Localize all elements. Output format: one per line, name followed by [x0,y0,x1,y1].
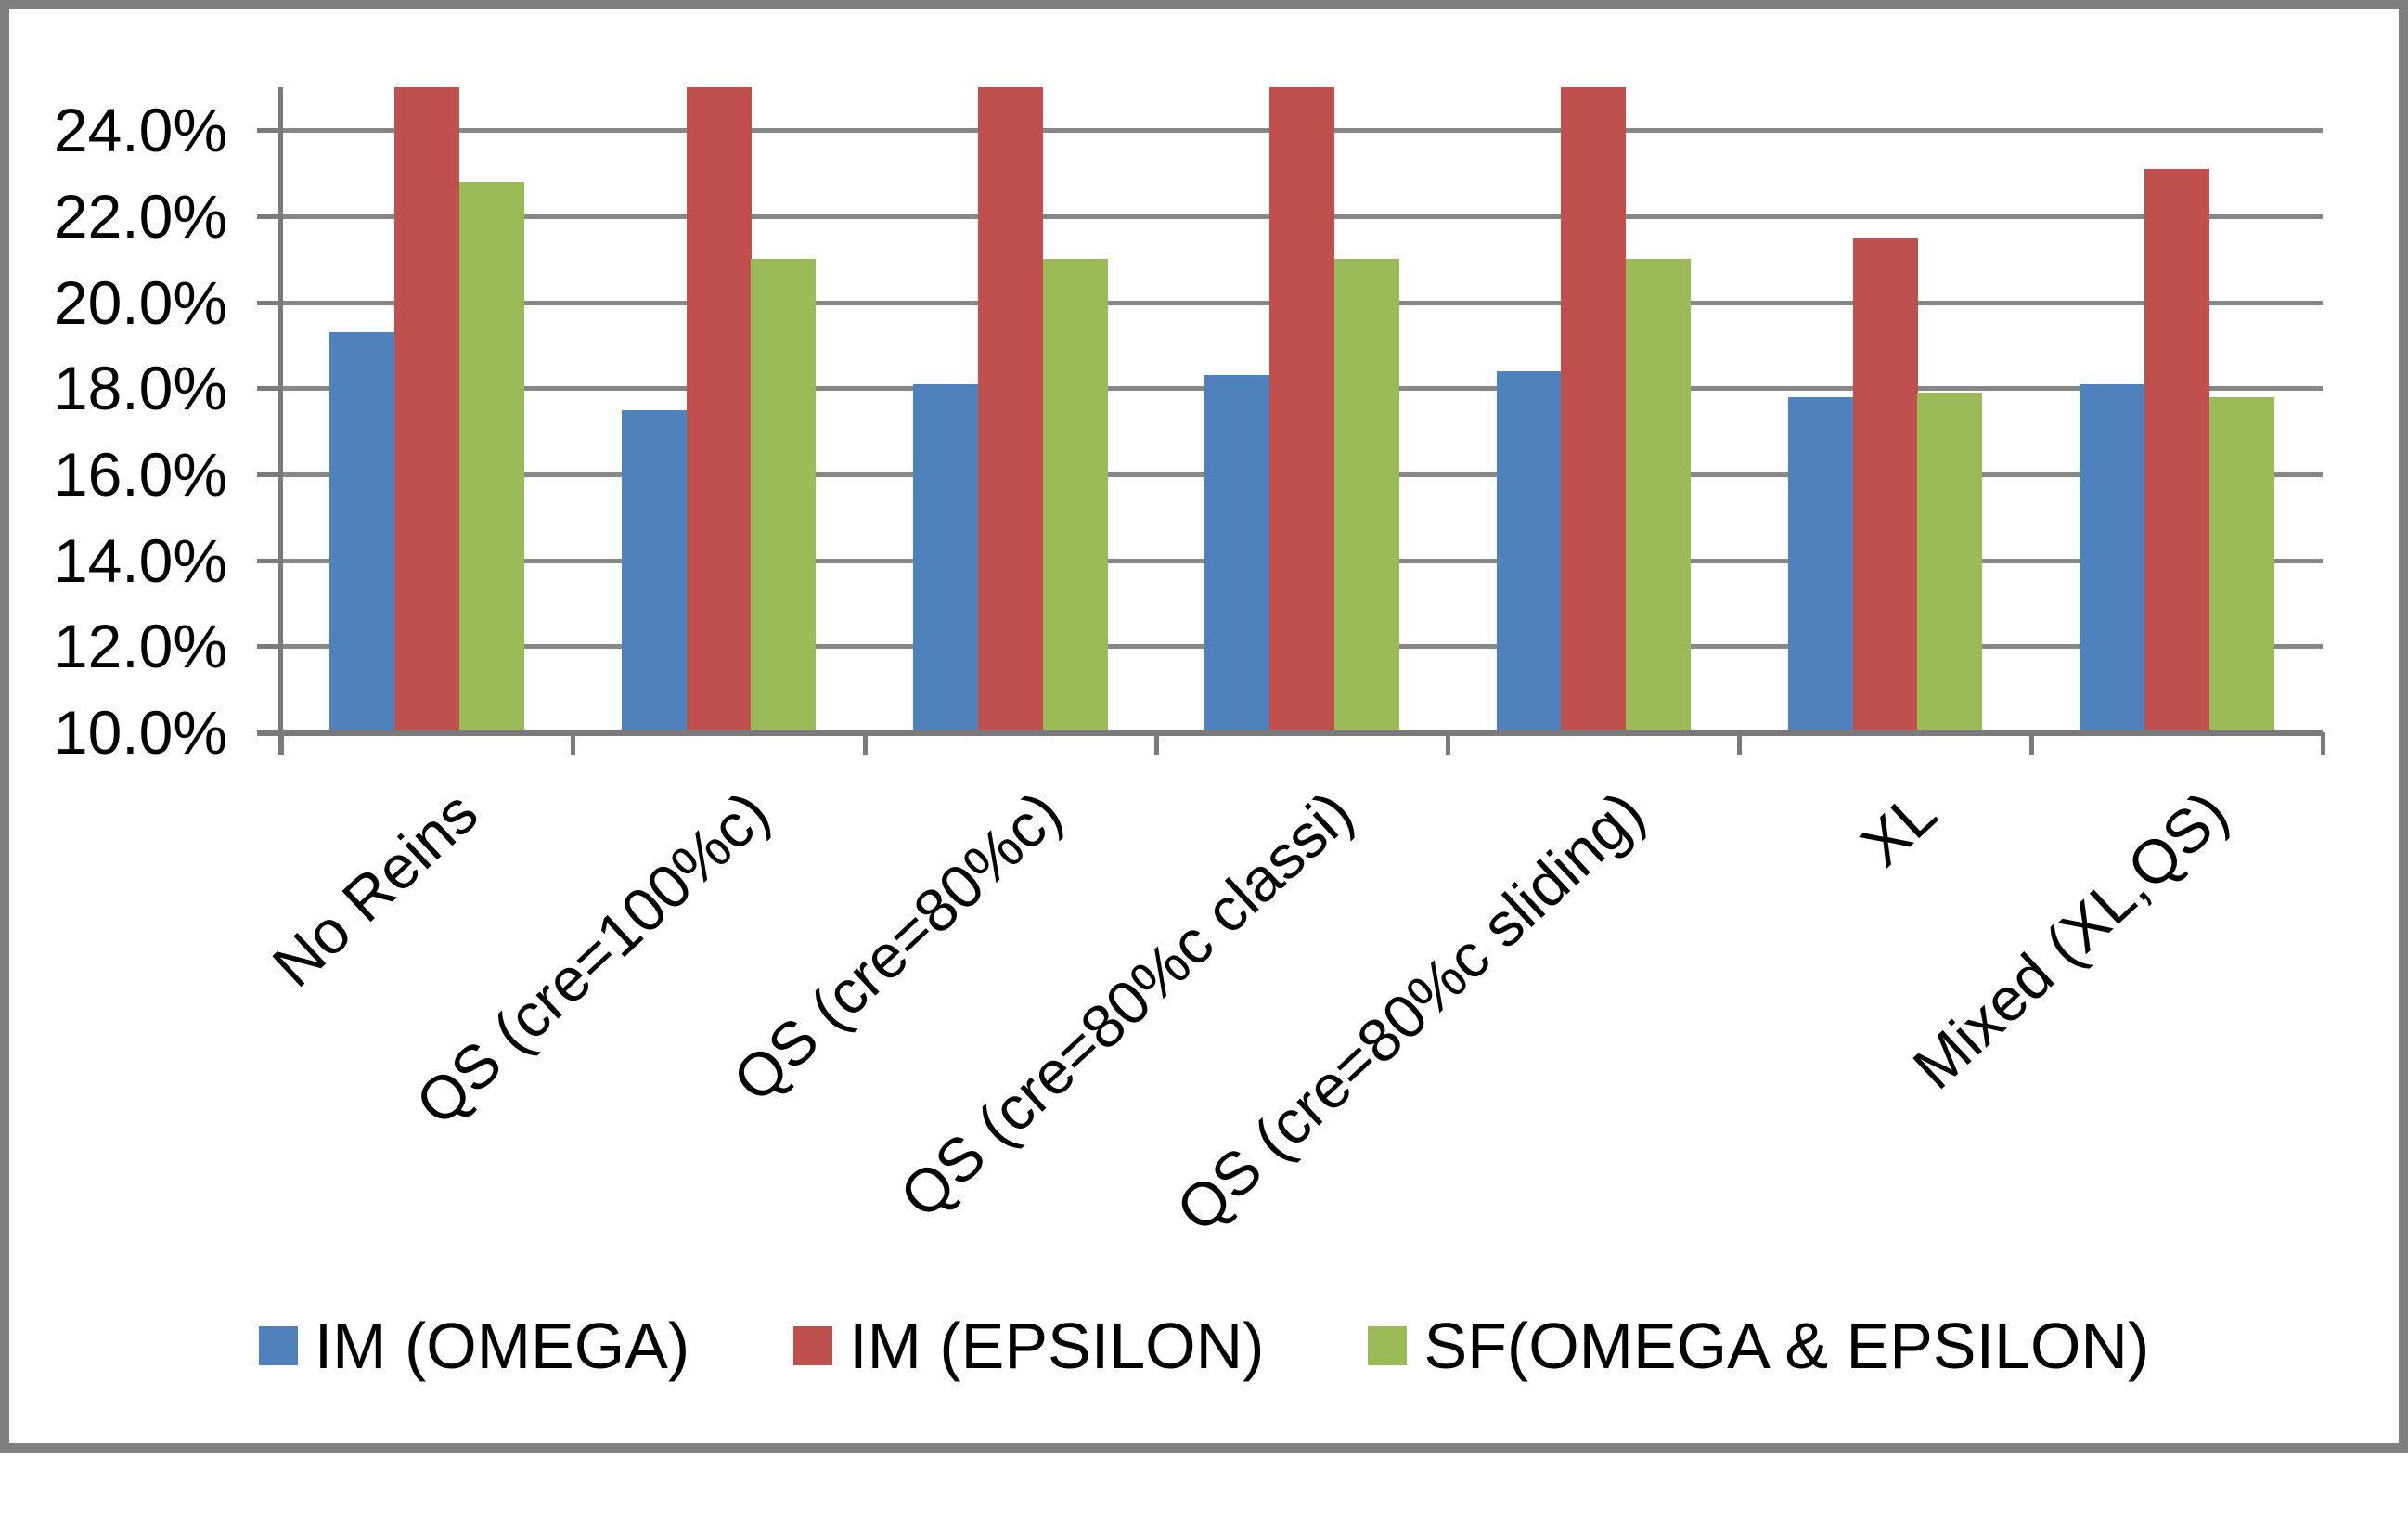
y-axis-tick [257,128,281,133]
y-axis-tick-label: 12.0% [53,612,227,680]
legend-color-swatch [258,1326,298,1365]
x-axis-tick [571,732,575,755]
bar-sf-omega-epsilon- [1043,259,1108,732]
x-axis-tick [1154,732,1159,755]
legend-label: SF(OMEGA & EPSILON) [1423,1310,2150,1382]
y-axis-tick [257,386,281,391]
legend-color-swatch [1368,1326,1408,1365]
bar-im-epsilon- [1561,87,1626,732]
y-axis-tick-label: 10.0% [53,698,227,767]
x-axis-tick [279,732,284,755]
legend: IM (OMEGA) IM (EPSILON) SF(OMEGA & EPSILON… [0,1295,2408,1397]
bar-sf-omega-epsilon- [751,259,816,732]
bar-im-omega- [913,384,978,732]
y-axis-tick-label: 22.0% [53,182,227,251]
x-axis-tick [2321,732,2325,755]
y-axis-tick-label: 20.0% [53,268,227,337]
bar-sf-omega-epsilon- [2209,397,2274,732]
bar-im-omega- [1497,371,1562,732]
y-axis-tick [257,472,281,477]
x-axis-tick [1737,732,1742,755]
bar-im-epsilon- [1853,238,1918,732]
y-axis-tick [257,214,281,219]
bar-im-epsilon- [978,87,1043,732]
bar-sf-omega-epsilon- [459,182,524,732]
bar-im-epsilon- [2144,169,2209,732]
x-axis-tick [1446,732,1450,755]
y-axis-tick-label: 18.0% [53,354,227,422]
bar-im-omega- [329,332,394,732]
legend-label: IM (OMEGA) [314,1310,690,1382]
x-axis-tick [2029,732,2034,755]
y-axis-tick-label: 14.0% [53,526,227,595]
legend-item: SF(OMEGA & EPSILON) [1368,1313,2149,1378]
bar-im-omega- [1788,397,1853,732]
bar-im-epsilon- [687,87,752,732]
bar-im-epsilon- [1269,87,1334,732]
bar-chart: 24.0% 22.0% 20.0% 18.0% 16.0% 14.0% 12.0% 10.0%… [0,0,2408,1453]
bar-sf-omega-epsilon- [1334,259,1399,732]
legend-label: IM (EPSILON) [849,1310,1265,1382]
bar-im-omega- [2080,384,2144,732]
legend-item: IM (OMEGA) [258,1310,690,1382]
bar-sf-omega-epsilon- [1917,393,1982,732]
bar-im-omega- [622,410,687,732]
bar-im-omega- [1204,375,1269,732]
y-axis-line [278,87,283,755]
y-axis-tick [257,301,281,305]
x-axis-line [257,730,2323,736]
legend-color-swatch [793,1326,833,1365]
y-axis-tick-label: 24.0% [53,96,227,164]
bar-sf-omega-epsilon- [1626,259,1691,732]
y-axis-tick-label: 16.0% [53,440,227,509]
x-axis-tick [863,732,868,755]
legend-item: IM (EPSILON) [793,1313,1264,1378]
y-axis-tick [257,644,281,649]
bar-im-epsilon- [394,87,459,732]
y-axis-tick [257,559,281,563]
